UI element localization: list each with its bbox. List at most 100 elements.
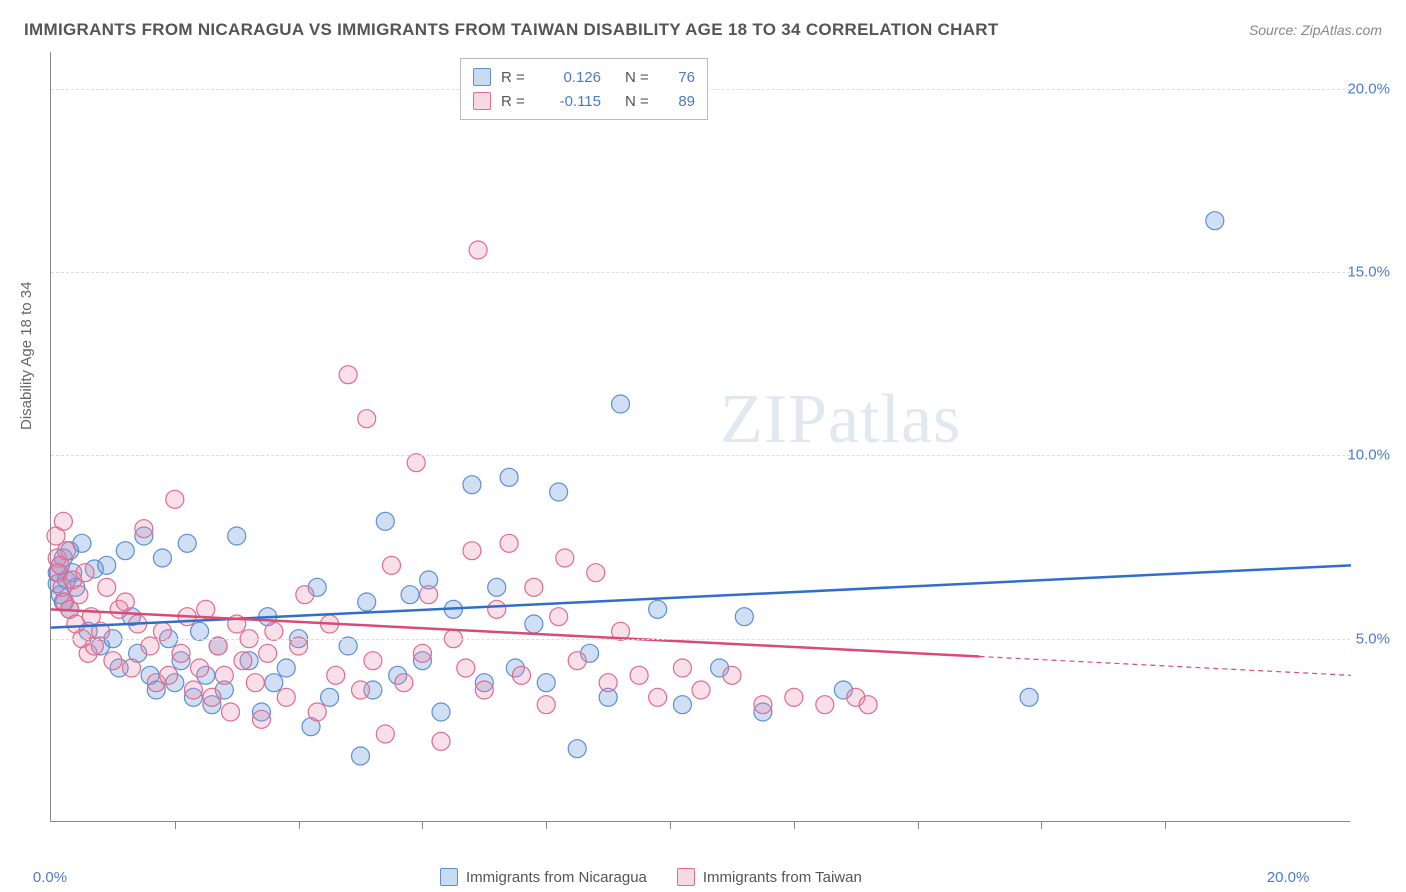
legend-row-taiwan: R = -0.115 N = 89	[473, 89, 695, 113]
n-value: 76	[665, 69, 695, 86]
data-point	[116, 542, 134, 560]
legend-label: Immigrants from Nicaragua	[466, 869, 647, 886]
data-point	[612, 395, 630, 413]
data-point	[358, 593, 376, 611]
data-point	[816, 696, 834, 714]
data-point	[153, 549, 171, 567]
data-point	[673, 659, 691, 677]
y-tick-label: 20.0%	[1347, 80, 1390, 97]
data-point	[184, 681, 202, 699]
data-point	[432, 732, 450, 750]
data-point	[587, 564, 605, 582]
x-tick	[422, 821, 423, 829]
y-tick-label: 15.0%	[1347, 264, 1390, 281]
data-point	[500, 468, 518, 486]
n-label: N =	[625, 93, 655, 110]
n-value: 89	[665, 93, 695, 110]
data-point	[98, 578, 116, 596]
data-point	[550, 608, 568, 626]
data-point	[364, 652, 382, 670]
data-point	[649, 688, 667, 706]
y-axis-label: Disability Age 18 to 34	[18, 282, 35, 430]
data-point	[265, 674, 283, 692]
data-point	[537, 674, 555, 692]
swatch-icon	[473, 92, 491, 110]
data-point	[407, 454, 425, 472]
data-point	[512, 666, 530, 684]
data-point	[234, 652, 252, 670]
data-point	[104, 652, 122, 670]
data-point	[215, 666, 233, 684]
x-tick-label: 0.0%	[33, 869, 67, 886]
y-tick-label: 10.0%	[1347, 447, 1390, 464]
r-value: -0.115	[541, 93, 601, 110]
data-point	[401, 586, 419, 604]
x-tick	[546, 821, 547, 829]
data-point	[246, 674, 264, 692]
data-point	[630, 666, 648, 684]
data-point	[191, 659, 209, 677]
y-tick-label: 5.0%	[1356, 630, 1390, 647]
data-point	[166, 490, 184, 508]
data-point	[599, 674, 617, 692]
data-point	[568, 740, 586, 758]
data-point	[222, 703, 240, 721]
x-tick	[918, 821, 919, 829]
r-value: 0.126	[541, 69, 601, 86]
data-point	[265, 622, 283, 640]
data-point	[556, 549, 574, 567]
trend-line-extrapolated	[980, 656, 1351, 675]
data-point	[395, 674, 413, 692]
data-point	[308, 703, 326, 721]
data-point	[290, 637, 308, 655]
data-point	[735, 608, 753, 626]
gridline	[51, 455, 1350, 456]
data-point	[420, 586, 438, 604]
swatch-icon	[440, 868, 458, 886]
data-point	[525, 578, 543, 596]
gridline	[51, 272, 1350, 273]
data-point	[135, 520, 153, 538]
data-point	[537, 696, 555, 714]
swatch-icon	[473, 68, 491, 86]
data-point	[160, 666, 178, 684]
data-point	[376, 512, 394, 530]
x-tick	[1041, 821, 1042, 829]
data-point	[172, 644, 190, 662]
correlation-legend: R = 0.126 N = 76 R = -0.115 N = 89	[460, 58, 708, 120]
data-point	[116, 593, 134, 611]
data-point	[296, 586, 314, 604]
data-point	[432, 703, 450, 721]
gridline	[51, 639, 1350, 640]
data-point	[54, 512, 72, 530]
data-point	[1020, 688, 1038, 706]
r-label: R =	[501, 93, 531, 110]
data-point	[358, 410, 376, 428]
data-point	[76, 564, 94, 582]
data-point	[277, 688, 295, 706]
x-tick	[299, 821, 300, 829]
r-label: R =	[501, 69, 531, 86]
legend-label: Immigrants from Taiwan	[703, 869, 862, 886]
data-point	[525, 615, 543, 633]
data-point	[550, 483, 568, 501]
data-point	[457, 659, 475, 677]
data-point	[191, 622, 209, 640]
data-point	[785, 688, 803, 706]
data-point	[723, 666, 741, 684]
data-point	[463, 476, 481, 494]
data-point	[692, 681, 710, 699]
source-label: Source: ZipAtlas.com	[1249, 22, 1382, 38]
chart-title: IMMIGRANTS FROM NICARAGUA VS IMMIGRANTS …	[24, 20, 999, 40]
data-point	[568, 652, 586, 670]
n-label: N =	[625, 69, 655, 86]
data-point	[98, 556, 116, 574]
data-point	[209, 637, 227, 655]
data-point	[859, 696, 877, 714]
data-point	[339, 637, 357, 655]
data-point	[321, 688, 339, 706]
data-point	[203, 688, 221, 706]
data-point	[1206, 212, 1224, 230]
data-point	[754, 696, 772, 714]
swatch-icon	[677, 868, 695, 886]
